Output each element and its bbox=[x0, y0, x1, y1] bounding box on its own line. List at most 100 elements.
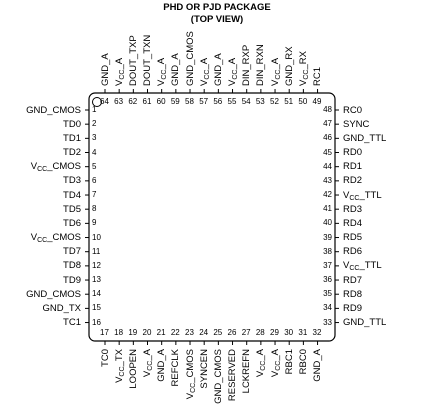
pin-label-bottom-32: GND_A bbox=[312, 349, 324, 382]
pin-number-right-40: 40 bbox=[323, 218, 332, 228]
pin-label-top-59: GND_A bbox=[170, 53, 182, 86]
pin-number-left-3: 3 bbox=[92, 133, 97, 143]
pin-label-top-49: RC1 bbox=[312, 66, 324, 86]
pin-label-right-45: RD0 bbox=[343, 147, 363, 158]
pin-label-top-54: DIN_RXP bbox=[241, 44, 253, 86]
pin-number-top-56: 56 bbox=[213, 97, 223, 106]
pin-number-right-44: 44 bbox=[323, 161, 332, 171]
pin-number-top-49: 49 bbox=[312, 97, 322, 106]
pin-label-right-36: RD7 bbox=[343, 274, 363, 286]
pin-label-left-4: TD2 bbox=[63, 147, 81, 158]
pin-number-left-7: 7 bbox=[92, 190, 97, 200]
pin-label-bottom-30: RBC1 bbox=[283, 349, 295, 375]
pin-label-top-61: DOUT_TXN bbox=[142, 34, 153, 86]
pin-label-top-52: VCC_A bbox=[269, 57, 282, 86]
pin-number-top-52: 52 bbox=[270, 97, 279, 106]
pin-number-top-61: 61 bbox=[142, 97, 152, 106]
pin-label-right-35: RD8 bbox=[343, 288, 363, 300]
pin-label-bottom-19: LOOPEN bbox=[127, 349, 139, 389]
pin-label-left-7: TD4 bbox=[63, 189, 81, 201]
pin-number-right-36: 36 bbox=[323, 275, 332, 285]
pin-number-left-12: 12 bbox=[92, 260, 101, 270]
pin-label-top-50: VCC_RX bbox=[297, 51, 310, 86]
pin-label-right-41: RD3 bbox=[343, 203, 363, 215]
pin-number-top-57: 57 bbox=[199, 97, 209, 106]
pin-number-right-39: 39 bbox=[323, 232, 332, 242]
pin-label-right-44: RD1 bbox=[343, 161, 363, 173]
pin-label-left-8: TD5 bbox=[63, 203, 81, 215]
pin-number-right-35: 35 bbox=[323, 289, 332, 299]
pin-label-bottom-22: REFCLK bbox=[170, 349, 182, 387]
pin-label-left-14: GND_CMOS bbox=[26, 288, 81, 300]
pin-number-right-47: 47 bbox=[323, 119, 332, 129]
pin-label-right-47: SYNC bbox=[343, 118, 370, 130]
pin-number-bottom-21: 21 bbox=[156, 328, 166, 337]
pin-label-bottom-24: SYNCEN bbox=[198, 349, 210, 389]
pin-number-right-37: 37 bbox=[323, 260, 332, 270]
pin-number-bottom-20: 20 bbox=[142, 328, 152, 337]
pin-label-top-62: DOUT_TXP bbox=[127, 35, 139, 86]
pin-label-bottom-23: VCC_CMOS bbox=[184, 349, 197, 400]
pin-number-right-33: 33 bbox=[323, 317, 332, 327]
pin-number-left-4: 4 bbox=[92, 147, 97, 157]
pin-number-left-2: 2 bbox=[92, 119, 97, 129]
pin-number-right-45: 45 bbox=[323, 147, 332, 157]
pin-number-left-15: 15 bbox=[92, 303, 101, 313]
pin-number-bottom-22: 22 bbox=[170, 328, 180, 337]
pin-number-left-16: 16 bbox=[92, 317, 101, 327]
pin-number-right-42: 42 bbox=[323, 190, 332, 200]
pin-number-left-10: 10 bbox=[92, 232, 101, 242]
pin-label-bottom-20: VCC_A bbox=[142, 349, 154, 378]
pin-number-bottom-29: 29 bbox=[270, 328, 279, 337]
pin-label-bottom-21: GND_A bbox=[156, 349, 168, 382]
pin-label-left-10: VCC_CMOS bbox=[30, 232, 81, 245]
pin-number-bottom-23: 23 bbox=[185, 328, 194, 337]
pin-label-right-38: RD6 bbox=[343, 246, 363, 258]
diagram-title: PHD OR PJD PACKAGE bbox=[163, 2, 271, 13]
pin-number-bottom-24: 24 bbox=[199, 328, 209, 337]
pin-label-left-9: TD6 bbox=[63, 217, 81, 229]
pin-label-right-43: RD2 bbox=[343, 175, 363, 187]
pin-number-right-41: 41 bbox=[323, 204, 332, 214]
pin-label-right-46: GND_TTL bbox=[343, 132, 387, 144]
pin-number-bottom-30: 30 bbox=[284, 328, 294, 337]
pin-label-left-1: GND_CMOS bbox=[26, 104, 81, 116]
pin-label-left-15: GND_TX bbox=[42, 302, 81, 314]
pin-number-bottom-18: 18 bbox=[114, 328, 124, 337]
pin-label-bottom-27: LCKREFN bbox=[241, 349, 253, 394]
pin-number-bottom-19: 19 bbox=[128, 328, 138, 337]
pin-number-left-13: 13 bbox=[92, 275, 101, 285]
pin-label-left-11: TD7 bbox=[63, 246, 81, 258]
pin-number-top-59: 59 bbox=[170, 97, 180, 106]
pin-label-left-16: TC1 bbox=[63, 317, 81, 329]
pin-number-right-38: 38 bbox=[323, 246, 332, 256]
pin-number-top-60: 60 bbox=[156, 97, 166, 106]
pin-label-bottom-31: RBC0 bbox=[297, 349, 309, 375]
pin-number-bottom-27: 27 bbox=[241, 328, 251, 337]
pin-number-bottom-28: 28 bbox=[255, 328, 265, 337]
pin-number-top-53: 53 bbox=[255, 97, 265, 106]
pin-number-top-51: 51 bbox=[284, 97, 294, 106]
pin-number-right-46: 46 bbox=[323, 133, 332, 143]
package-body bbox=[88, 92, 336, 342]
pin-label-left-3: TD1 bbox=[63, 132, 81, 144]
pin-label-right-48: RC0 bbox=[343, 104, 363, 116]
pin-number-left-5: 5 bbox=[92, 161, 97, 171]
pin-label-top-64: GND_A bbox=[99, 53, 111, 86]
pin-label-top-55: VCC_A bbox=[227, 57, 240, 86]
pin-label-bottom-28: VCC_A bbox=[255, 349, 268, 378]
pin-number-left-14: 14 bbox=[92, 289, 101, 299]
pin-number-bottom-17: 17 bbox=[100, 328, 109, 337]
pin-number-right-48: 48 bbox=[323, 105, 332, 114]
pin-number-left-6: 6 bbox=[92, 175, 97, 185]
pin-number-top-58: 58 bbox=[185, 97, 194, 106]
pin-label-right-39: RD5 bbox=[343, 232, 363, 244]
pin-label-right-40: RD4 bbox=[343, 217, 363, 229]
pin-number-left-1: 1 bbox=[92, 105, 97, 114]
pin-label-bottom-18: VCC_TX bbox=[113, 349, 126, 383]
pin-label-left-12: TD8 bbox=[63, 260, 81, 272]
pin-number-bottom-31: 31 bbox=[298, 328, 308, 337]
pin-number-top-64: 64 bbox=[100, 97, 109, 106]
pin-number-top-54: 54 bbox=[241, 97, 251, 106]
